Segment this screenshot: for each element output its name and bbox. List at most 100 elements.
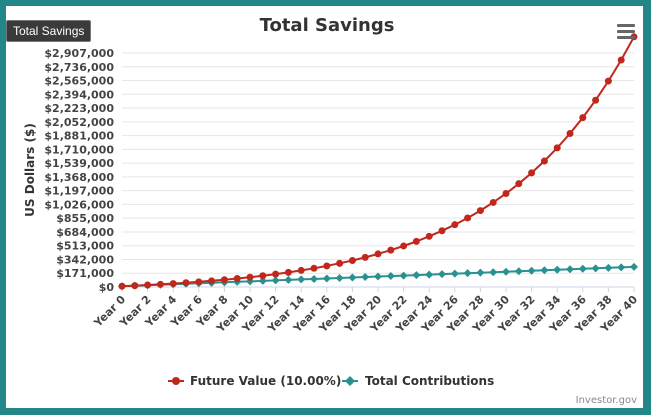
point-future-value[interactable]: [131, 282, 139, 290]
point-contributions[interactable]: [463, 269, 472, 278]
point-future-value[interactable]: [489, 198, 497, 206]
point-contributions[interactable]: [553, 265, 562, 274]
point-future-value[interactable]: [502, 190, 510, 198]
point-contributions[interactable]: [578, 264, 587, 273]
point-contributions[interactable]: [604, 263, 613, 272]
y-tick-label: $2,052,000: [44, 116, 114, 129]
point-future-value[interactable]: [604, 77, 612, 85]
point-contributions[interactable]: [438, 270, 446, 279]
legend-item-total-contributions[interactable]: Total Contributions: [342, 374, 494, 388]
point-future-value[interactable]: [592, 96, 600, 104]
point-contributions[interactable]: [540, 266, 549, 275]
y-tick-label: $1,197,000: [44, 185, 114, 198]
chart-frame: Total Savings $0 $171,000 $342,000 $513,000…: [6, 6, 643, 408]
point-future-value[interactable]: [220, 276, 228, 284]
point-future-value[interactable]: [182, 279, 190, 287]
point-future-value[interactable]: [400, 242, 408, 250]
point-contributions[interactable]: [258, 276, 267, 285]
y-axis-label: US Dollars ($): [23, 123, 37, 217]
point-future-value[interactable]: [297, 266, 305, 274]
legend-contrib-marker: [345, 376, 355, 386]
point-future-value[interactable]: [476, 207, 484, 215]
point-contributions[interactable]: [310, 274, 318, 283]
point-contributions[interactable]: [348, 273, 357, 282]
point-future-value[interactable]: [156, 280, 164, 288]
point-contributions[interactable]: [425, 270, 434, 279]
point-future-value[interactable]: [515, 180, 523, 188]
point-contributions[interactable]: [284, 275, 293, 284]
point-contributions[interactable]: [489, 268, 498, 277]
y-tick-label: $855,000: [56, 212, 114, 225]
point-contributions[interactable]: [412, 271, 421, 280]
point-future-value[interactable]: [438, 227, 446, 235]
point-future-value[interactable]: [617, 56, 625, 64]
menu-icon-bar: [617, 36, 635, 39]
point-future-value[interactable]: [579, 114, 587, 122]
grid-layer: [122, 52, 634, 288]
menu-icon-bar: [617, 30, 635, 33]
point-future-value[interactable]: [284, 268, 292, 276]
point-future-value[interactable]: [451, 221, 459, 229]
point-contributions[interactable]: [514, 267, 523, 276]
point-future-value[interactable]: [233, 275, 241, 283]
point-contributions[interactable]: [450, 269, 459, 278]
point-future-value[interactable]: [323, 262, 331, 270]
legend-future-marker: [172, 377, 180, 385]
point-future-value[interactable]: [412, 237, 420, 245]
point-future-value[interactable]: [348, 257, 356, 265]
point-contributions[interactable]: [271, 276, 280, 285]
point-future-value[interactable]: [259, 272, 267, 280]
series-layer: [118, 33, 638, 291]
point-future-value[interactable]: [374, 250, 382, 258]
y-tick-label: $171,000: [56, 267, 114, 280]
point-contributions[interactable]: [527, 266, 536, 275]
point-future-value[interactable]: [361, 253, 369, 261]
chart-title: Total Savings: [260, 15, 395, 36]
credit-text[interactable]: Investor.gov: [576, 395, 637, 406]
point-future-value[interactable]: [169, 280, 177, 288]
point-future-value[interactable]: [118, 282, 126, 290]
point-contributions[interactable]: [591, 264, 600, 273]
point-contributions[interactable]: [617, 263, 626, 272]
point-future-value[interactable]: [464, 214, 472, 222]
y-tick-label: $0: [99, 281, 115, 294]
legend-contrib-label: Total Contributions: [365, 374, 494, 388]
series-tooltip: Total Savings: [6, 20, 92, 42]
point-contributions[interactable]: [322, 274, 331, 283]
y-tick-label: $1,539,000: [44, 157, 114, 170]
point-future-value[interactable]: [553, 144, 561, 152]
point-contributions[interactable]: [502, 267, 510, 276]
point-contributions[interactable]: [566, 265, 574, 274]
point-future-value[interactable]: [246, 273, 254, 281]
legend: Future Value (10.00%) Total Contribution…: [168, 374, 494, 388]
point-future-value[interactable]: [425, 232, 433, 240]
point-contributions[interactable]: [297, 275, 306, 284]
y-tick-label: $2,736,000: [44, 61, 114, 74]
y-tick-label: $2,223,000: [44, 102, 114, 115]
point-future-value[interactable]: [195, 278, 203, 286]
y-tick-label: $513,000: [56, 240, 114, 253]
point-contributions[interactable]: [361, 273, 370, 282]
point-future-value[interactable]: [387, 246, 395, 254]
point-contributions[interactable]: [386, 272, 395, 281]
point-contributions[interactable]: [399, 271, 408, 280]
point-future-value[interactable]: [528, 169, 536, 177]
point-future-value[interactable]: [272, 270, 280, 278]
point-future-value[interactable]: [540, 157, 548, 165]
point-future-value[interactable]: [310, 264, 318, 272]
point-future-value[interactable]: [144, 281, 152, 289]
legend-item-future-value[interactable]: Future Value (10.00%): [168, 374, 341, 388]
point-future-value[interactable]: [208, 277, 216, 285]
point-contributions[interactable]: [630, 262, 638, 271]
point-future-value[interactable]: [336, 259, 344, 267]
y-tick-label: $684,000: [56, 226, 114, 239]
point-contributions[interactable]: [476, 268, 485, 277]
point-contributions[interactable]: [374, 272, 382, 281]
y-tick-label: $2,907,000: [44, 47, 114, 60]
point-future-value[interactable]: [566, 129, 574, 137]
menu-icon[interactable]: [617, 24, 635, 40]
y-tick-label: $2,394,000: [44, 88, 114, 101]
y-tick-label: $1,710,000: [44, 143, 114, 156]
point-contributions[interactable]: [335, 273, 344, 282]
